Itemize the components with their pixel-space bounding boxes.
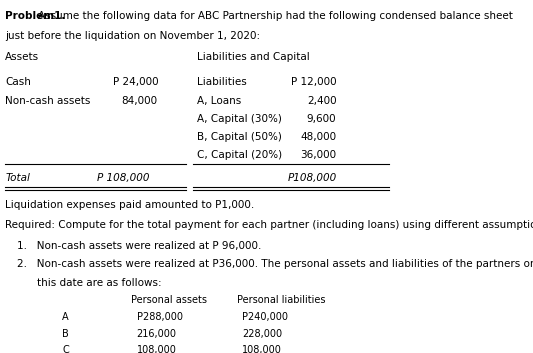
Text: Cash: Cash	[5, 77, 31, 87]
Text: 2.   Non-cash assets were realized at P36,000. The personal assets and liabiliti: 2. Non-cash assets were realized at P36,…	[17, 259, 533, 269]
Text: 1.   Non-cash assets were realized at P 96,000.: 1. Non-cash assets were realized at P 96…	[17, 241, 262, 251]
Text: B: B	[62, 329, 69, 339]
Text: 48,000: 48,000	[301, 132, 336, 142]
Text: Personal liabilities: Personal liabilities	[237, 295, 325, 305]
Text: Problem1.: Problem1.	[5, 11, 66, 21]
Text: 228,000: 228,000	[243, 329, 282, 339]
Text: A, Capital (30%): A, Capital (30%)	[197, 114, 282, 124]
Text: Required: Compute for the total payment for each partner (including loans) using: Required: Compute for the total payment …	[5, 220, 533, 230]
Text: Assume the following data for ABC Partnership had the following condensed balanc: Assume the following data for ABC Partne…	[38, 11, 513, 21]
Text: 216,000: 216,000	[136, 329, 176, 339]
Text: P 12,000: P 12,000	[291, 77, 336, 87]
Text: 2,400: 2,400	[307, 96, 336, 106]
Text: 108,000: 108,000	[136, 346, 176, 353]
Text: C, Capital (20%): C, Capital (20%)	[197, 150, 282, 160]
Text: Non-cash assets: Non-cash assets	[5, 96, 91, 106]
Text: 84,000: 84,000	[121, 96, 157, 106]
Text: P288,000: P288,000	[136, 312, 183, 322]
Text: A: A	[62, 312, 69, 322]
Text: P 24,000: P 24,000	[113, 77, 159, 87]
Text: 36,000: 36,000	[301, 150, 336, 160]
Text: Liabilities and Capital: Liabilities and Capital	[197, 52, 310, 62]
Text: Total: Total	[5, 173, 30, 184]
Text: Liquidation expenses paid amounted to P1,000.: Liquidation expenses paid amounted to P1…	[5, 200, 255, 210]
Text: P 108,000: P 108,000	[98, 173, 150, 184]
Text: 9,600: 9,600	[307, 114, 336, 124]
Text: 108,000: 108,000	[243, 346, 282, 353]
Text: just before the liquidation on November 1, 2020:: just before the liquidation on November …	[5, 31, 261, 41]
Text: P108,000: P108,000	[287, 173, 336, 184]
Text: Personal assets: Personal assets	[131, 295, 207, 305]
Text: A, Loans: A, Loans	[197, 96, 241, 106]
Text: Assets: Assets	[5, 52, 39, 62]
Text: B, Capital (50%): B, Capital (50%)	[197, 132, 282, 142]
Text: Liabilities: Liabilities	[197, 77, 247, 87]
Text: C: C	[62, 346, 69, 353]
Text: P240,000: P240,000	[243, 312, 288, 322]
Text: this date are as follows:: this date are as follows:	[37, 278, 161, 288]
